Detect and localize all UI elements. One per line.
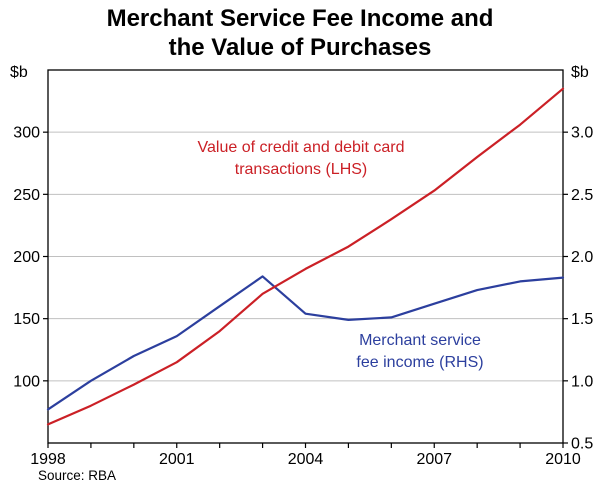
x-axis-tick-label: 2001 bbox=[159, 451, 195, 468]
rhs-annotation-line2: fee income (RHS) bbox=[356, 354, 484, 371]
plot-frame bbox=[47, 69, 564, 444]
source-note: Source: RBA bbox=[38, 468, 117, 483]
right-axis-tick-label: 1.5 bbox=[571, 311, 593, 328]
right-axis-tick-label: 2.5 bbox=[571, 187, 593, 204]
right-axis-tick-label: 3.0 bbox=[571, 125, 593, 142]
chart-title: Merchant Service Fee Income and the Valu… bbox=[0, 4, 600, 62]
left-axis-tick-label: 250 bbox=[13, 187, 40, 204]
x-axis-tick-label: 2010 bbox=[545, 451, 581, 468]
lhs-annotation-line2: transactions (LHS) bbox=[234, 161, 368, 178]
rhs-series-line bbox=[46, 275, 565, 411]
right-axis-unit: $b bbox=[571, 64, 589, 81]
chart-title-line2: the Value of Purchases bbox=[168, 34, 432, 61]
chart-title-line1: Merchant Service Fee Income and bbox=[106, 5, 494, 32]
lhs-series-line bbox=[46, 87, 565, 426]
lhs-annotation-line1: Value of credit and debit card bbox=[197, 139, 405, 156]
left-axis-tick-label: 100 bbox=[13, 373, 40, 390]
right-axis-tick-label: 1.0 bbox=[571, 373, 593, 390]
lhs-series-annotation: Value of credit and debit card transacti… bbox=[151, 137, 451, 181]
left-axis-unit: $b bbox=[10, 64, 28, 81]
rhs-series-annotation: Merchant service fee income (RHS) bbox=[320, 330, 520, 374]
x-axis-tick-label: 2007 bbox=[416, 451, 452, 468]
left-axis-tick-label: 200 bbox=[13, 249, 40, 266]
left-axis-tick-label: 150 bbox=[13, 311, 40, 328]
right-axis-tick-label: 2.0 bbox=[571, 249, 593, 266]
x-axis-tick-label: 1998 bbox=[30, 451, 66, 468]
right-axis-tick-label: 0.5 bbox=[571, 436, 593, 453]
left-axis-tick-label: 300 bbox=[13, 125, 40, 142]
rhs-annotation-line1: Merchant service bbox=[359, 332, 481, 349]
x-axis-tick-label: 2004 bbox=[288, 451, 324, 468]
